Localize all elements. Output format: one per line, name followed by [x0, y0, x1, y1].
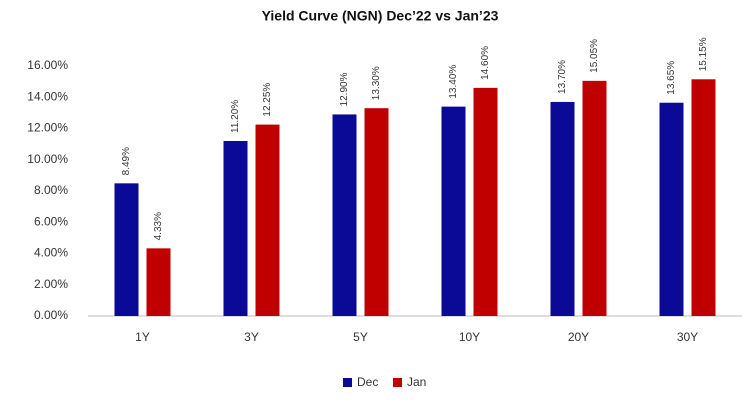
bar [364, 108, 389, 316]
value-label: 13.30% [371, 66, 382, 100]
bar [255, 124, 280, 316]
value-label: 8.49% [121, 147, 132, 175]
bar [582, 80, 607, 316]
value-label: 13.65% [666, 61, 677, 95]
bar [223, 141, 248, 316]
bar [441, 106, 466, 316]
y-tick-label: 4.00% [34, 246, 68, 260]
legend-label: Jan [407, 375, 426, 389]
y-tick-label: 8.00% [34, 183, 68, 197]
y-tick-label: 10.00% [27, 152, 68, 166]
value-label: 14.60% [480, 46, 491, 80]
x-tick-label: 10Y [459, 330, 480, 344]
value-label: 13.40% [448, 65, 459, 99]
legend-swatch [343, 378, 352, 387]
bar [550, 101, 575, 316]
value-label: 12.25% [262, 83, 273, 117]
y-tick-label: 2.00% [34, 277, 68, 291]
value-label: 12.90% [339, 72, 350, 106]
bar [473, 87, 498, 316]
legend-label: Dec [357, 375, 378, 389]
bar [332, 114, 357, 316]
x-tick-label: 3Y [244, 330, 259, 344]
y-tick-label: 6.00% [34, 214, 68, 228]
bar [691, 79, 716, 316]
bar [659, 102, 684, 316]
x-tick-label: 20Y [568, 330, 589, 344]
x-tick-label: 5Y [353, 330, 368, 344]
x-tick-label: 30Y [677, 330, 698, 344]
value-label: 4.33% [153, 212, 164, 240]
bar [114, 183, 139, 316]
value-label: 15.05% [589, 39, 600, 73]
y-tick-label: 16.00% [27, 58, 68, 72]
chart-title: Yield Curve (NGN) Dec’22 vs Jan’23 [262, 8, 499, 24]
value-label: 15.15% [698, 37, 709, 71]
value-label: 13.70% [557, 60, 568, 94]
y-tick-label: 12.00% [27, 121, 68, 135]
value-label: 11.20% [230, 100, 241, 133]
bar [146, 248, 171, 316]
y-tick-label: 14.00% [27, 89, 68, 103]
legend-swatch [393, 378, 402, 387]
x-tick-label: 1Y [135, 330, 150, 344]
y-tick-label: 0.00% [34, 308, 68, 322]
